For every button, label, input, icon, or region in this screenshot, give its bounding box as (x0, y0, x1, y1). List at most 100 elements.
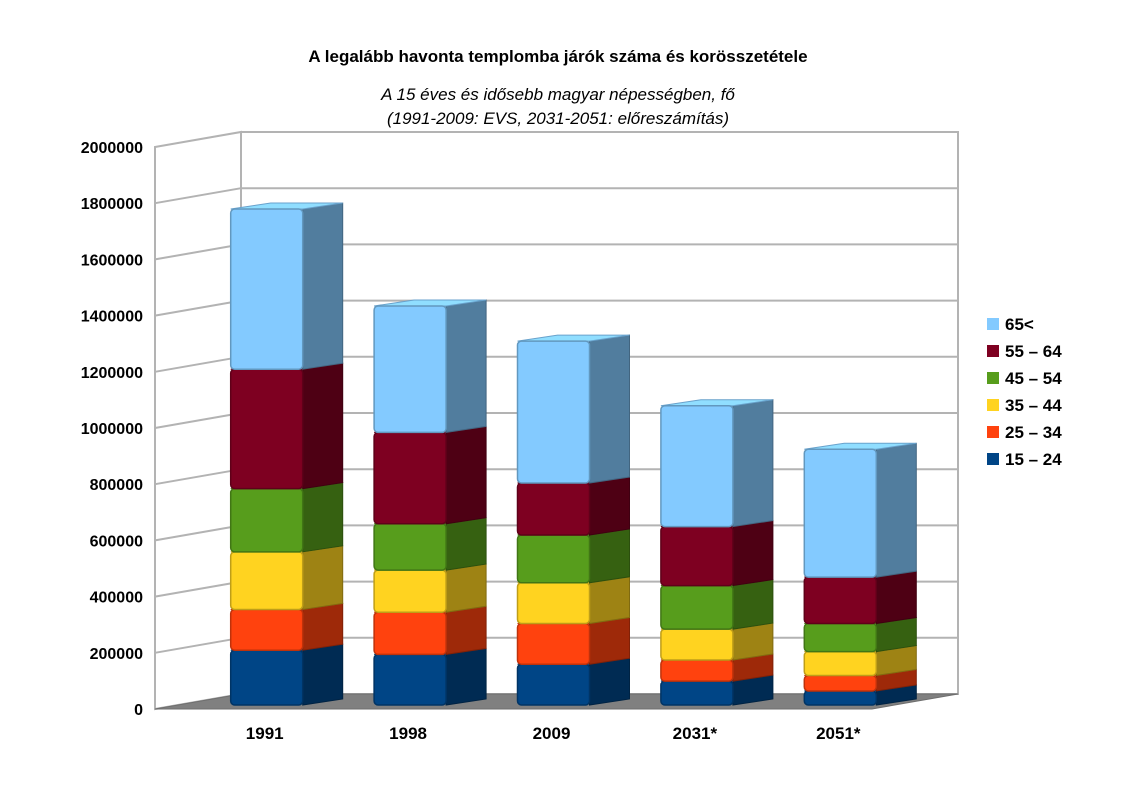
bar-segment-front (660, 680, 734, 706)
bar-segment-side (875, 570, 917, 625)
gridline-side (154, 636, 242, 654)
bar-segment (803, 570, 917, 625)
bar-segment (373, 605, 487, 656)
bar-segment-front (373, 653, 447, 706)
gridline-side (154, 187, 242, 205)
y-tick-label: 2000000 (81, 140, 143, 157)
y-axis-tick-labels: 0 200000 400000 600000 800000 1000000 1200000 1… (81, 140, 143, 719)
bar-segment-front (803, 650, 878, 677)
bar-segment-side (302, 545, 344, 611)
legend-label: 45 – 54 (1005, 369, 1062, 388)
bar-segment-side (589, 476, 630, 536)
bar-segment-front (229, 487, 304, 553)
legend-swatch (987, 453, 999, 465)
x-tick-label: 1998 (389, 724, 427, 743)
bar-segment-side (302, 362, 344, 490)
bar-segment (516, 616, 630, 666)
y-tick-label: 1000000 (81, 421, 143, 438)
bar-segment (516, 334, 630, 484)
bar-segment-front (803, 448, 878, 578)
bar-segment-front (516, 534, 591, 584)
chart-title: A legalább havonta templomba járók száma… (308, 47, 807, 66)
gridline-side (154, 412, 242, 429)
bar-segment (373, 563, 487, 614)
x-tick-label: 2031* (673, 724, 718, 743)
gridline-side (154, 355, 242, 373)
bar-segment-front (516, 340, 591, 484)
bar-segment (516, 476, 630, 536)
bar-segment (803, 442, 917, 578)
bar-segment-side (445, 647, 487, 706)
legend-label: 55 – 64 (1005, 342, 1062, 361)
bar-segment (229, 545, 344, 611)
y-tick-label: 1400000 (81, 309, 143, 326)
legend-swatch (987, 372, 999, 384)
bar-segment-side (445, 425, 487, 525)
bar-segment (229, 202, 344, 370)
bar-stack-2051 (803, 442, 917, 706)
bar-segment-side (445, 299, 487, 434)
y-tick-label: 1200000 (81, 365, 143, 382)
y-tick-label: 600000 (90, 533, 143, 550)
bar-segment-side (445, 605, 487, 656)
bar-segment-side (732, 578, 774, 630)
bar-segment-front (373, 431, 447, 525)
chart-subtitle-line-1: A 15 éves és idősebb magyar népességben,… (380, 85, 735, 104)
legend-item: 35 – 44 (987, 396, 1062, 415)
bar-segment-side (302, 482, 344, 553)
bar-segment-side (732, 519, 774, 587)
bar-segment-front (229, 368, 304, 490)
legend-label: 35 – 44 (1005, 396, 1062, 415)
bar-segment (516, 657, 630, 706)
bar-segment (516, 528, 630, 584)
x-tick-label: 2009 (533, 724, 571, 743)
bar-segment-side (445, 563, 487, 613)
bar-segment-side (302, 202, 344, 370)
bar-segment-side (589, 657, 630, 706)
bar-segment (660, 578, 774, 630)
bar-segment (229, 643, 344, 706)
bar-segment-front (229, 208, 304, 370)
legend-item: 65< (987, 315, 1034, 334)
bar-segment-side (875, 442, 917, 578)
y-tick-label: 800000 (90, 477, 143, 494)
gridline-side (154, 299, 242, 317)
bar-segment-front (803, 690, 878, 706)
bar-stack-1991 (229, 202, 344, 706)
bar-segment-front (516, 622, 591, 666)
bar-segment-front (373, 611, 447, 656)
bar-stacks (229, 202, 917, 706)
bar-segment-front (373, 523, 447, 571)
legend-swatch (987, 345, 999, 357)
bar-segment (373, 647, 487, 706)
bar-segment-side (732, 399, 774, 528)
gridline-side (154, 524, 242, 542)
legend: 65< 55 – 64 45 – 54 35 – 44 25 – 34 15 – 24 (987, 315, 1062, 469)
gridline-side (154, 468, 242, 486)
y-tick-label: 1600000 (81, 252, 143, 269)
bar-segment-side (445, 517, 487, 571)
legend-swatch (987, 318, 999, 330)
legend-item: 55 – 64 (987, 342, 1062, 361)
bar-segment-front (803, 674, 878, 692)
bar-stack-2009 (516, 334, 630, 706)
bar-segment-front (229, 649, 304, 706)
bar-segment (660, 519, 774, 587)
bar-segment-side (589, 576, 630, 625)
gridline-side (154, 580, 242, 598)
legend-label: 25 – 34 (1005, 423, 1062, 442)
legend-label: 15 – 24 (1005, 450, 1062, 469)
bar-segment-side (589, 334, 630, 484)
bar-segment-front (516, 582, 591, 625)
legend-item: 45 – 54 (987, 369, 1062, 388)
x-tick-label: 1991 (246, 724, 284, 743)
y-tick-label: 200000 (90, 646, 143, 663)
bar-segment-side (589, 528, 630, 584)
bar-segment (229, 602, 344, 651)
bar-stack-1998 (373, 299, 487, 706)
y-tick-label: 0 (134, 702, 143, 719)
bar-segment-front (516, 482, 591, 536)
bar-segment (229, 362, 344, 490)
chart-subtitle-line-2: (1991-2009: EVS, 2031-2051: előreszámítá… (387, 109, 729, 128)
